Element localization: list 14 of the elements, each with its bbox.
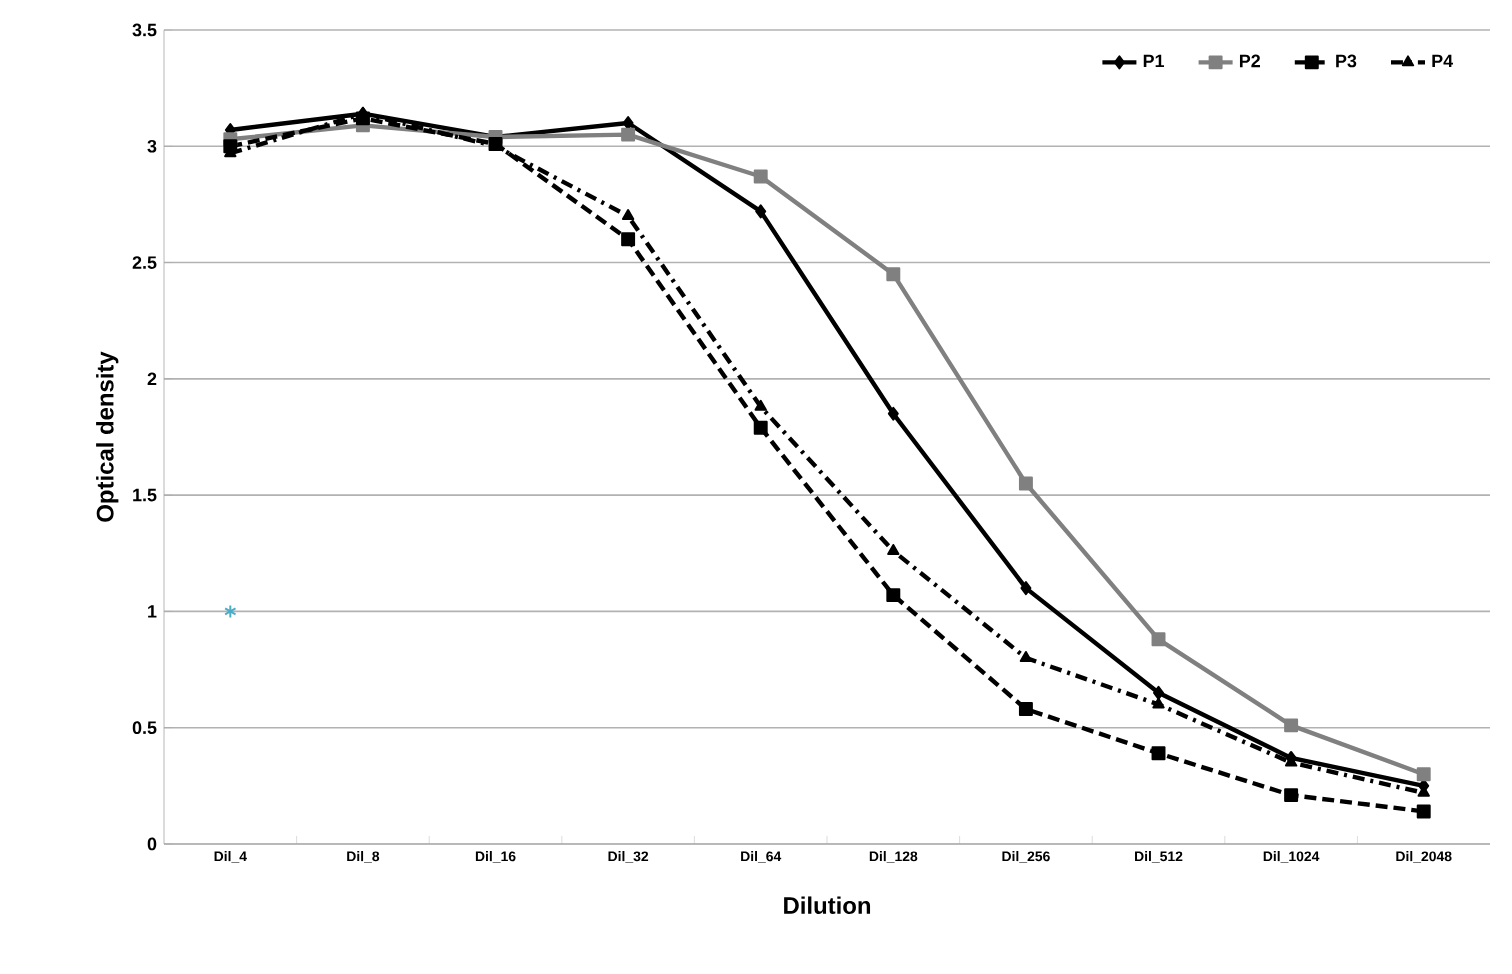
legend-label: P4 <box>1432 54 1454 68</box>
y-tick-label: 1 <box>148 605 157 618</box>
x-axis-title: Dilution <box>784 896 871 914</box>
legend-label: P2 <box>1239 54 1260 68</box>
y-tick-label: 2 <box>147 372 157 386</box>
y-tick-label: 0 <box>147 837 157 851</box>
y-tick-label: 3 <box>147 139 157 153</box>
y-tick-label: 1.5 <box>133 488 157 502</box>
y-tick-label: 2.5 <box>132 256 157 269</box>
y-tick-label: 0.5 <box>132 721 157 735</box>
y-tick-label: 3.5 <box>132 23 157 37</box>
y-axis-title: Optical density <box>96 351 119 522</box>
legend-label: P1 <box>1143 54 1165 68</box>
legend-label: P3 <box>1336 54 1357 68</box>
